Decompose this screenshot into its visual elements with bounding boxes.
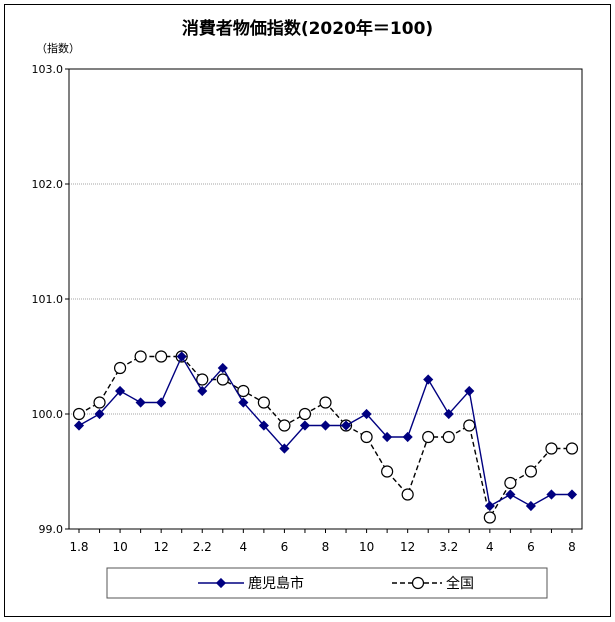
data-point — [135, 397, 146, 408]
x-tick-label: 6 — [281, 540, 289, 554]
y-axis-ticks: 99.0 100.0 101.0 102.0 103.0 — [32, 63, 69, 536]
data-point — [238, 397, 249, 408]
data-point — [566, 489, 578, 500]
data-point — [279, 443, 290, 454]
y-tick-label: 102.0 — [32, 178, 64, 191]
data-point — [483, 511, 496, 524]
data-point — [278, 419, 291, 432]
data-point — [484, 500, 495, 512]
x-tick-label: 2.2 — [193, 540, 212, 554]
data-point — [115, 385, 126, 397]
data-point — [73, 420, 85, 431]
data-point — [93, 396, 106, 409]
data-point — [155, 350, 168, 363]
data-point — [217, 362, 228, 374]
data-point — [257, 396, 270, 409]
x-tick-label: 6 — [527, 540, 535, 554]
y-tick-label: 103.0 — [32, 63, 64, 76]
data-point — [156, 397, 167, 408]
data-point — [422, 430, 435, 444]
data-point — [72, 407, 86, 421]
data-point — [176, 351, 187, 362]
data-point — [546, 489, 557, 500]
data-point — [443, 408, 454, 420]
x-tick-label: 4 — [240, 540, 248, 554]
data-point — [197, 385, 208, 397]
data-point — [525, 500, 536, 512]
data-point — [299, 420, 311, 431]
data-point — [258, 420, 269, 431]
x-tick-label: 8 — [568, 540, 576, 554]
data-point — [504, 476, 517, 490]
x-tick-label: 12 — [400, 540, 415, 554]
x-tick-label: 12 — [154, 540, 169, 554]
data-point — [423, 374, 434, 385]
x-tick-label: 10 — [112, 540, 127, 554]
data-point — [360, 430, 373, 444]
data-point — [320, 420, 331, 431]
data-point — [319, 396, 332, 409]
y-tick-label: 99.0 — [39, 523, 64, 536]
y-axis-label: （指数） — [36, 42, 80, 55]
data-point — [215, 577, 227, 589]
x-tick-label: 8 — [322, 540, 330, 554]
legend: 鹿児島市 全国 — [106, 567, 548, 599]
data-point — [505, 489, 516, 500]
y-tick-label: 100.0 — [32, 408, 64, 421]
data-point — [381, 465, 394, 478]
data-point — [134, 350, 147, 363]
legend-label: 鹿児島市 — [248, 575, 304, 592]
legend-box — [106, 567, 548, 599]
data-point — [216, 373, 229, 386]
data-point — [113, 361, 127, 375]
data-point — [463, 419, 476, 432]
x-axis-ticks: 1.8 10 12 2.2 4 6 8 10 12 3.2 4 6 8 — [69, 529, 576, 554]
data-point — [298, 407, 312, 421]
data-point — [545, 442, 558, 455]
series-kagoshima — [73, 351, 578, 512]
data-point — [196, 373, 209, 386]
y-tick-label: 101.0 — [32, 293, 64, 306]
data-point — [361, 408, 372, 420]
data-point — [411, 576, 425, 590]
data-point — [94, 408, 105, 420]
x-tick-label: 10 — [359, 540, 374, 554]
data-point — [382, 431, 393, 443]
series-national — [72, 350, 579, 524]
data-point — [565, 442, 579, 455]
data-point — [402, 431, 413, 443]
data-point — [237, 384, 250, 398]
data-point — [464, 385, 475, 397]
data-point — [401, 488, 414, 501]
chart-title: 消費者物価指数(2020年＝100) — [181, 19, 434, 39]
series-layer — [72, 350, 579, 524]
series-line — [78, 355, 572, 520]
x-tick-label: 1.8 — [69, 540, 88, 554]
x-tick-label: 4 — [486, 540, 494, 554]
legend-label: 全国 — [446, 575, 474, 592]
grid-lines — [69, 183, 582, 415]
chart-frame — [4, 4, 611, 617]
data-point — [340, 420, 352, 431]
series-line — [78, 354, 572, 508]
data-point — [442, 430, 455, 444]
x-tick-label: 3.2 — [439, 540, 458, 554]
data-point — [524, 465, 538, 478]
